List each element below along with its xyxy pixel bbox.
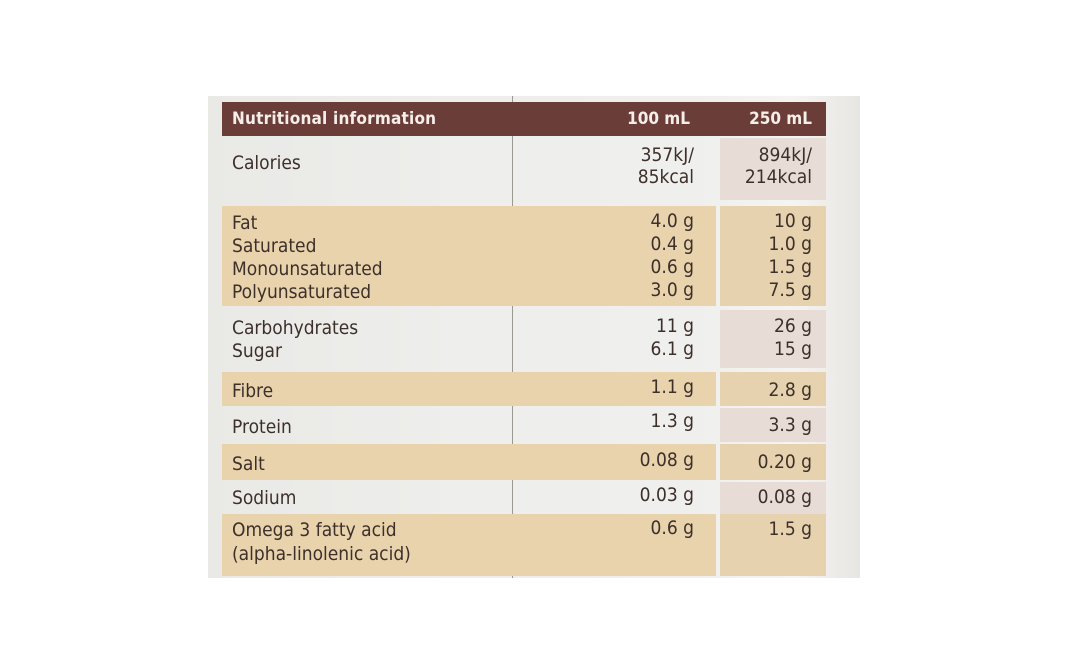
value-100ml: 6.1 g xyxy=(650,338,694,360)
value-100ml: 357kJ/ xyxy=(640,144,694,166)
value-100ml: 0.4 g xyxy=(650,233,694,255)
value-250ml: 0.20 g xyxy=(757,451,812,473)
value-100ml: 0.6 g xyxy=(650,256,694,278)
table-row-calories: Calories 357kJ/ 85kcal 894kJ/ 214kcal xyxy=(222,138,826,200)
row-label: Protein xyxy=(232,416,292,438)
value-100ml: 0.08 g xyxy=(639,449,694,471)
row-label: Saturated xyxy=(232,235,317,257)
value-250ml: 10 g xyxy=(773,210,812,232)
row-label: Fat xyxy=(232,212,258,234)
value-250ml: 1.0 g xyxy=(768,233,812,255)
value-250ml: 15 g xyxy=(773,338,812,360)
row-label: Monounsaturated xyxy=(232,258,383,280)
value-100ml: 11 g xyxy=(655,315,694,337)
value-250ml: 894kJ/ xyxy=(758,144,812,166)
value-250ml: 2.8 g xyxy=(768,379,812,401)
row-label: Salt xyxy=(232,453,265,475)
value-250ml: 7.5 g xyxy=(768,279,812,301)
row-label: Calories xyxy=(232,152,301,174)
value-100ml: 85kcal xyxy=(637,166,694,188)
row-label: Sugar xyxy=(232,340,283,362)
package-fold-line xyxy=(512,96,513,578)
row-label: Omega 3 fatty acid xyxy=(232,519,397,541)
value-100ml: 1.3 g xyxy=(650,410,694,432)
value-100ml: 3.0 g xyxy=(650,279,694,301)
value-100ml: 0.03 g xyxy=(639,484,694,506)
value-100ml: 1.1 g xyxy=(650,376,694,398)
table-row-omega-3: Omega 3 fatty acid (alpha-linolenic acid… xyxy=(222,514,826,576)
table-row-salt: Salt 0.08 g 0.20 g xyxy=(222,444,826,480)
row-label: Polyunsaturated xyxy=(232,281,372,303)
row-label: Fibre xyxy=(232,380,274,402)
header-col-250ml: 250 mL xyxy=(749,109,812,129)
value-250ml: 214kcal xyxy=(744,166,812,188)
value-250ml: 26 g xyxy=(773,315,812,337)
value-250ml: 0.08 g xyxy=(757,486,812,508)
table-header: Nutritional information 100 mL 250 mL xyxy=(222,102,826,136)
table-row-fibre: Fibre 1.1 g 2.8 g xyxy=(222,372,826,406)
row-label: Sodium xyxy=(232,487,297,509)
header-title: Nutritional information xyxy=(232,109,437,129)
value-250ml: 3.3 g xyxy=(768,414,812,436)
table-row-fat: Fat Saturated Monounsaturated Polyunsatu… xyxy=(222,206,826,306)
value-250ml: 1.5 g xyxy=(768,256,812,278)
value-100ml: 0.6 g xyxy=(650,517,694,539)
value-100ml: 4.0 g xyxy=(650,210,694,232)
table-row-sodium: Sodium 0.03 g 0.08 g xyxy=(222,482,826,514)
row-label: Carbohydrates xyxy=(232,317,359,339)
header-col-100ml: 100 mL xyxy=(627,109,690,129)
value-250ml: 1.5 g xyxy=(768,518,812,540)
table-row-protein: Protein 1.3 g 3.3 g xyxy=(222,408,826,442)
row-label: (alpha-linolenic acid) xyxy=(232,543,411,565)
table-row-carbohydrates: Carbohydrates Sugar 11 g 6.1 g 26 g 15 g xyxy=(222,310,826,368)
